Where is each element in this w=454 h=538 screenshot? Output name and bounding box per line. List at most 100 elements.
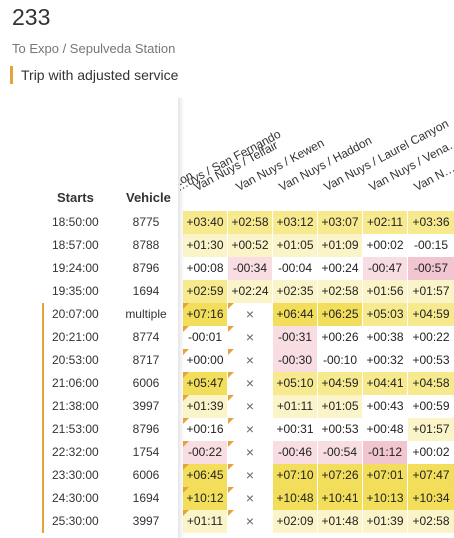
adjusted-service-marker	[42, 349, 44, 372]
trip-start-time: 18:50:00	[52, 215, 99, 229]
deviation-cell: +04:59	[317, 372, 362, 395]
trip-start-time: 20:21:00	[52, 330, 99, 344]
trip-row[interactable]: 21:38:00 3997 +01:39 × +01:11 +01:05 +00:43 +00…	[0, 395, 454, 418]
trip-row[interactable]: 24:30:00 1694 +10:12 × +10:48 +10:41 +10:13 +10…	[0, 487, 454, 510]
deviation-cell: -00:34	[227, 257, 272, 280]
adjusted-service-marker	[42, 464, 44, 487]
deviation-cell: -00:01	[182, 326, 227, 349]
deviation-cell: +01:57	[407, 280, 454, 303]
deviation-cell: -01:12	[362, 441, 407, 464]
deviation-cell: +01:56	[362, 280, 407, 303]
deviation-cell: +01:05	[317, 395, 362, 418]
deviation-cell: +02:58	[227, 211, 272, 234]
deviation-cell: -00:15	[407, 234, 454, 257]
adjusted-service-marker	[42, 303, 44, 326]
trip-row[interactable]: 19:35:00 1694 +02:59 +02:24 +02:35 +02:58 +01:…	[0, 280, 454, 303]
deviation-cell: +06:44	[272, 303, 317, 326]
trip-vehicle: 8796	[132, 261, 160, 275]
deviation-cell: +01:11	[182, 510, 227, 533]
deviation-cell: +03:40	[182, 211, 227, 234]
deviation-cell: +00:00	[182, 349, 227, 372]
trip-vehicle: 1754	[132, 445, 160, 459]
deviation-cell: +04:41	[362, 372, 407, 395]
deviation-cell: +01:39	[362, 510, 407, 533]
deviation-cell: +00:02	[407, 441, 454, 464]
adjusted-service-marker	[42, 441, 44, 464]
trip-row[interactable]: 20:53:00 8717 +00:00 × -00:30 -00:10 +00:32 +00…	[0, 349, 454, 372]
adjusted-service-legend: Trip with adjusted service	[10, 66, 178, 84]
trip-vehicle: 1694	[132, 491, 160, 505]
deviation-cell: +02:35	[272, 280, 317, 303]
deviation-cell: +00:26	[317, 326, 362, 349]
trip-start-time: 21:38:00	[52, 399, 99, 413]
deviation-cell: +02:58	[407, 510, 454, 533]
deviation-cell: -00:10	[317, 349, 362, 372]
deviation-cell: +00:38	[362, 326, 407, 349]
deviation-cell: +07:16	[182, 303, 227, 326]
skipped-stop-cell: ×	[227, 372, 272, 395]
destination-label: To Expo / Sepulveda Station	[12, 41, 176, 56]
trip-vehicle: 3997	[132, 399, 160, 413]
deviation-cell: -00:47	[362, 257, 407, 280]
deviation-cell: +00:24	[317, 257, 362, 280]
deviation-cell: +01:11	[272, 395, 317, 418]
deviation-cell: +05:10	[272, 372, 317, 395]
deviation-cell: +06:45	[182, 464, 227, 487]
trip-row[interactable]: 21:53:00 8796 +00:16 × +00:31 +00:53 +00:48 +01…	[0, 418, 454, 441]
deviation-cell: +10:48	[272, 487, 317, 510]
trip-row[interactable]: 19:24:00 8796 +00:08 -00:34 -00:04 +00:24 -00:…	[0, 257, 454, 280]
deviation-cell: -00:30	[272, 349, 317, 372]
deviation-cell: +02:58	[317, 280, 362, 303]
trip-row[interactable]: 18:57:00 8788 +01:30 +00:52 +01:05 +01:09 +00:…	[0, 234, 454, 257]
trip-vehicle: 6006	[132, 468, 160, 482]
trip-start-time: 18:57:00	[52, 238, 99, 252]
skipped-stop-cell: ×	[227, 326, 272, 349]
skipped-stop-cell: ×	[227, 510, 272, 533]
deviation-cell: +00:53	[407, 349, 454, 372]
trip-vehicle: 1694	[132, 284, 160, 298]
deviation-cell: +04:58	[407, 372, 454, 395]
trip-row[interactable]: 20:21:00 8774 -00:01 × -00:31 +00:26 +00:38 +00…	[0, 326, 454, 349]
trip-row[interactable]: 23:30:00 6006 +06:45 × +07:10 +07:26 +07:01 +07…	[0, 464, 454, 487]
adjusted-service-marker	[42, 395, 44, 418]
trip-start-time: 19:24:00	[52, 261, 99, 275]
trip-start-time: 20:07:00	[52, 307, 99, 321]
trip-start-time: 22:32:00	[52, 445, 99, 459]
deviation-cell: +00:52	[227, 234, 272, 257]
trip-start-time: 21:53:00	[52, 422, 99, 436]
deviation-cell: +00:22	[407, 326, 454, 349]
deviation-cell: +01:39	[182, 395, 227, 418]
deviation-cell: +00:43	[362, 395, 407, 418]
trip-row[interactable]: 20:07:00 multiple +07:16 × +06:44 +06:25 +05:0…	[0, 303, 454, 326]
deviation-cell: +01:09	[317, 234, 362, 257]
trip-row[interactable]: 21:06:00 6006 +05:47 × +05:10 +04:59 +04:41 +04…	[0, 372, 454, 395]
trip-start-time: 23:30:00	[52, 468, 99, 482]
deviation-cell: +05:03	[362, 303, 407, 326]
skipped-stop-cell: ×	[227, 464, 272, 487]
trip-start-time: 21:06:00	[52, 376, 99, 390]
vehicle-column-header: Vehicle	[126, 190, 171, 205]
deviation-cell: -00:54	[317, 441, 362, 464]
deviation-cell: +00:02	[362, 234, 407, 257]
skipped-stop-cell: ×	[227, 395, 272, 418]
deviation-cell: +04:59	[407, 303, 454, 326]
deviation-cell: -00:22	[182, 441, 227, 464]
trip-row[interactable]: 25:30:00 3997 +01:11 × +02:09 +01:48 +01:39 +02…	[0, 510, 454, 533]
skipped-stop-cell: ×	[227, 349, 272, 372]
deviation-cell: -00:04	[272, 257, 317, 280]
deviation-cell: +10:34	[407, 487, 454, 510]
deviation-cell: +07:47	[407, 464, 454, 487]
trip-row[interactable]: 18:50:00 8775 +03:40 +02:58 +03:12 +03:07 +02:…	[0, 211, 454, 234]
deviation-cell: +00:08	[182, 257, 227, 280]
trip-vehicle: 8775	[132, 215, 160, 229]
adjusted-service-marker	[42, 372, 44, 395]
skipped-stop-cell: ×	[227, 487, 272, 510]
deviation-cell: +02:09	[272, 510, 317, 533]
deviation-cell: +01:05	[272, 234, 317, 257]
deviation-cell: +03:07	[317, 211, 362, 234]
deviation-cell: +00:31	[272, 418, 317, 441]
trip-vehicle: 8717	[132, 353, 160, 367]
trip-row[interactable]: 22:32:00 1754 -00:22 × -00:46 -00:54 -01:12 +00…	[0, 441, 454, 464]
deviation-cell: +03:12	[272, 211, 317, 234]
deviation-cell: +05:47	[182, 372, 227, 395]
